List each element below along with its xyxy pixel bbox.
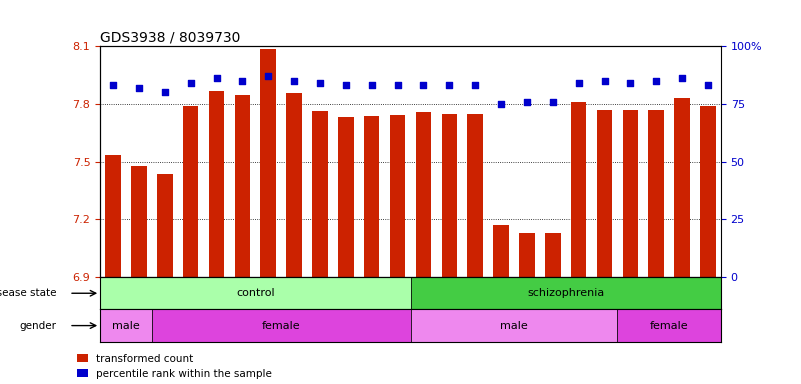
Bar [260,49,276,277]
Bar [100,310,152,342]
Bar [390,115,405,277]
Point [417,82,430,88]
Text: male: male [500,321,528,331]
Bar [312,111,328,277]
Point [598,78,611,84]
Text: female: female [262,321,300,331]
Bar [286,93,302,277]
Point [702,82,714,88]
Point [365,82,378,88]
Bar [338,117,353,277]
Bar [410,310,618,342]
Point [159,89,171,95]
Bar [700,106,716,277]
Bar [131,166,147,277]
Bar [152,310,410,342]
Point [546,98,559,104]
Point [391,82,404,88]
Point [262,73,275,79]
Point [650,78,662,84]
Y-axis label: disease state: disease state [0,288,57,298]
Point [340,82,352,88]
Bar [622,109,638,277]
Bar [157,174,172,277]
Bar [364,116,380,277]
Point [184,80,197,86]
Bar [209,91,224,277]
Point [572,80,585,86]
Bar [468,114,483,277]
Text: schizophrenia: schizophrenia [527,288,604,298]
Point [469,82,481,88]
Text: GDS3938 / 8039730: GDS3938 / 8039730 [100,31,240,45]
Point [236,78,249,84]
Bar [571,102,586,277]
Point [107,82,119,88]
Point [288,78,300,84]
Bar [597,109,612,277]
Bar [100,277,410,310]
Point [521,98,533,104]
Legend: transformed count, percentile rank within the sample: transformed count, percentile rank withi… [78,354,272,379]
Bar [441,114,457,277]
Text: control: control [236,288,275,298]
Bar [416,113,431,277]
Bar [105,155,121,277]
Point [132,84,145,91]
Bar [235,95,250,277]
Bar [183,106,199,277]
Text: female: female [650,321,689,331]
Point [313,80,326,86]
Bar [493,225,509,277]
Point [443,82,456,88]
Text: male: male [112,321,140,331]
Bar [649,109,664,277]
Bar [618,310,721,342]
Bar [410,277,721,310]
Point [495,101,508,107]
Bar [674,98,690,277]
Bar [545,233,561,277]
Y-axis label: gender: gender [20,321,57,331]
Bar [519,233,535,277]
Point [676,75,689,81]
Point [210,75,223,81]
Point [624,80,637,86]
